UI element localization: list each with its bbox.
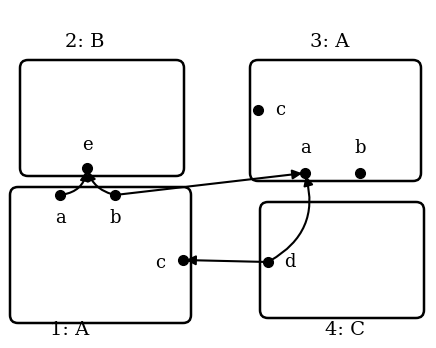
Text: b: b [354,139,366,157]
FancyArrowPatch shape [270,178,312,261]
FancyArrowPatch shape [118,171,300,195]
FancyBboxPatch shape [10,187,191,323]
FancyArrowPatch shape [87,173,112,194]
Text: c: c [155,254,165,272]
FancyBboxPatch shape [260,202,424,318]
Text: a: a [300,139,310,157]
Text: 2: B: 2: B [65,33,105,51]
Text: 3: A: 3: A [310,33,350,51]
Text: c: c [275,101,285,119]
FancyBboxPatch shape [250,60,421,181]
FancyArrowPatch shape [188,256,265,264]
Text: 4: C: 4: C [325,321,365,339]
FancyArrowPatch shape [63,173,89,195]
Text: d: d [284,253,296,271]
Text: e: e [82,136,92,154]
Text: b: b [109,209,121,227]
FancyBboxPatch shape [20,60,184,176]
Text: 1: A: 1: A [51,321,90,339]
Text: a: a [54,209,65,227]
